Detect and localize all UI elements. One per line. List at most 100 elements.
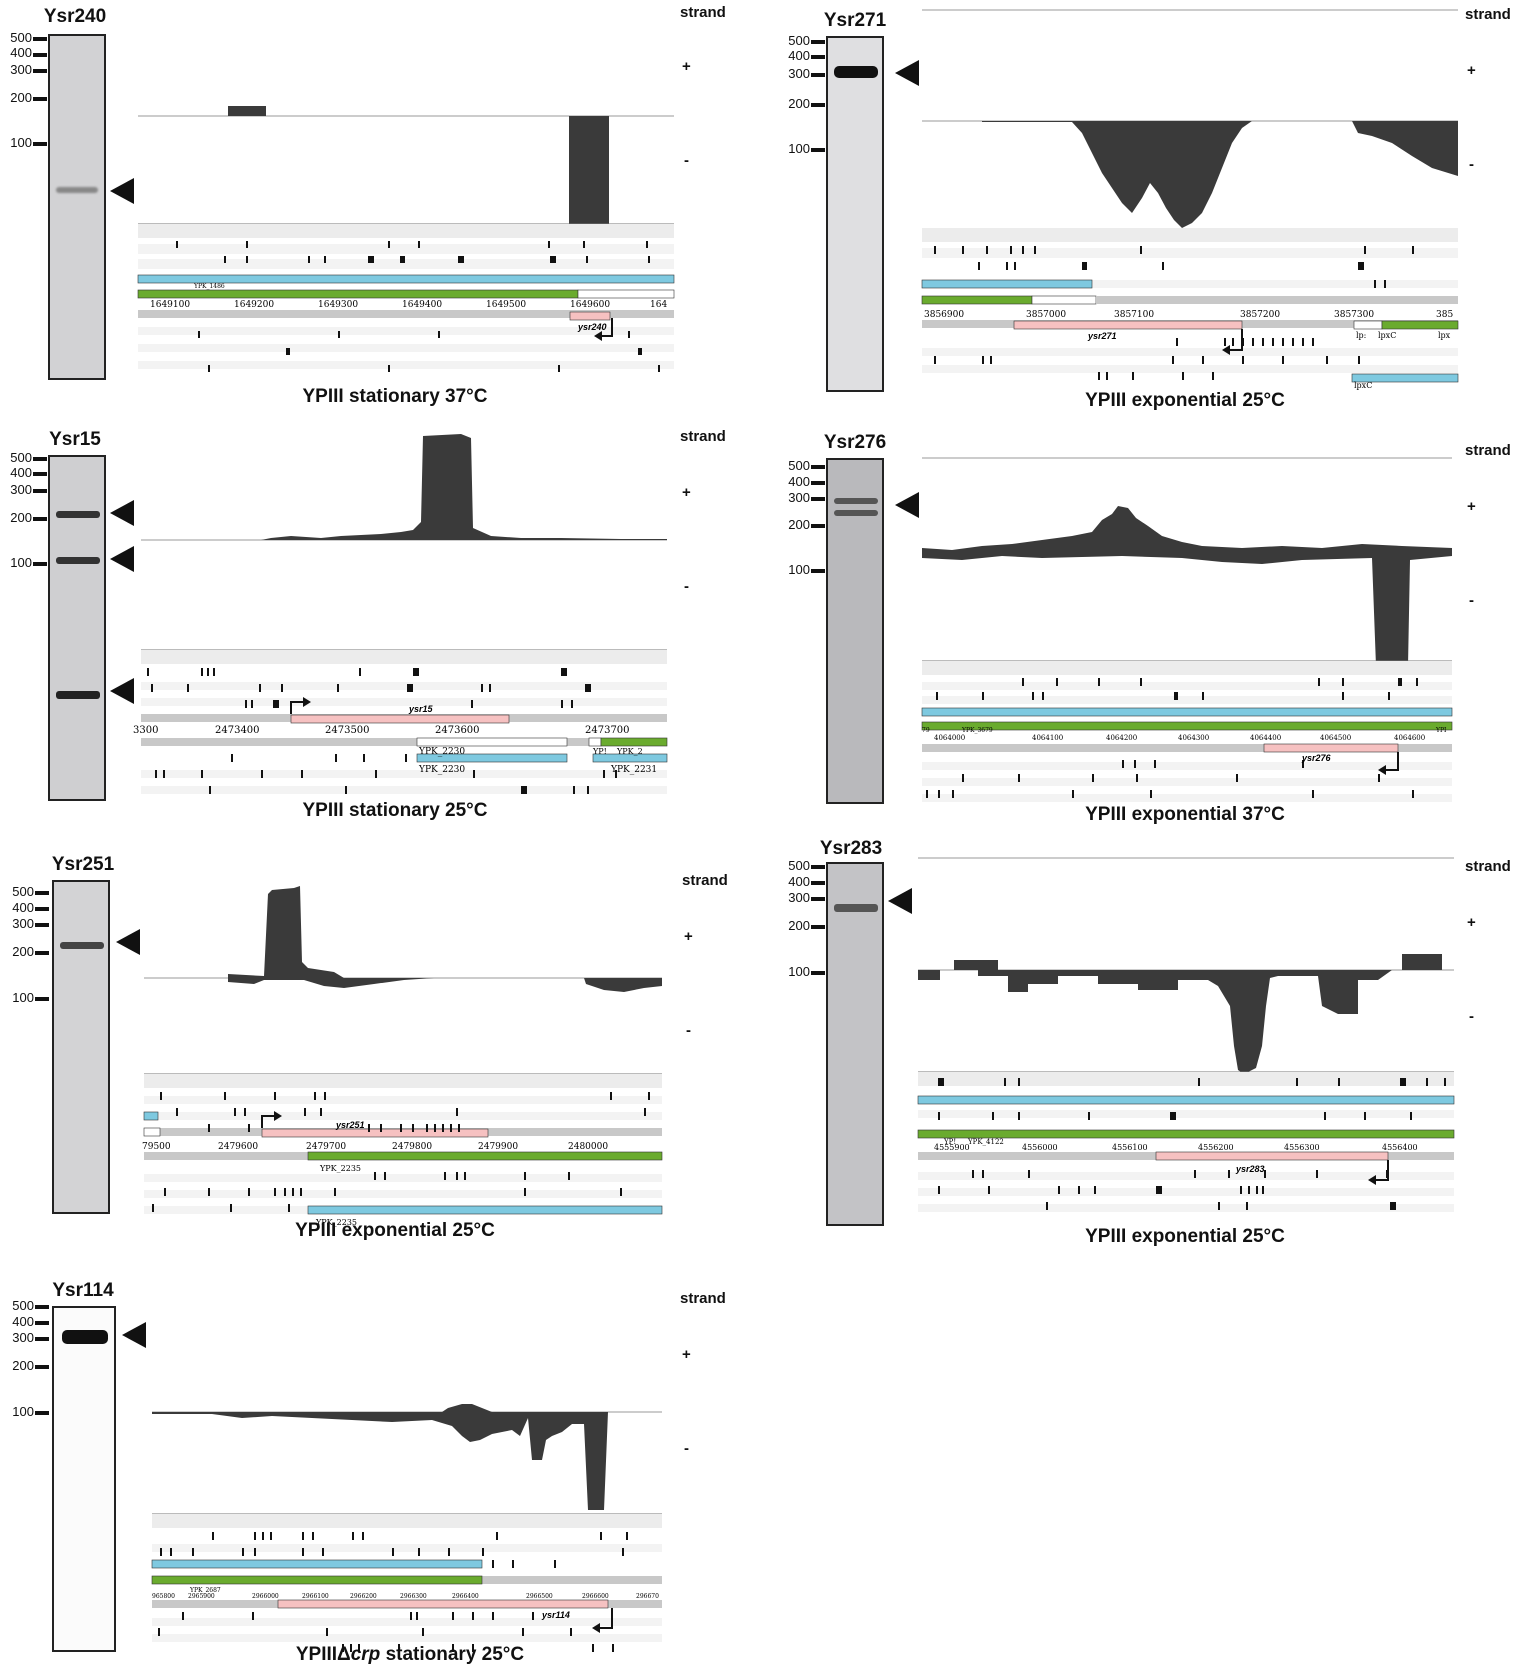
minus-strand-label: - [1469,156,1474,173]
coordinate-tick: 4556200 [1198,1143,1234,1152]
gene-label: lpx [1438,331,1451,340]
coordinate-tick: 385 [1436,310,1453,320]
coordinate-tick: 2966000 [252,1593,279,1600]
marker-label: 100 [10,555,32,570]
band-arrow [895,492,919,518]
marker-label: 400 [788,48,810,63]
marker-label: 300 [788,490,810,505]
green-gene [917,1129,1455,1139]
minus-strand-label: - [684,152,689,169]
marker-label: 300 [10,62,32,77]
srna-ysr240 [569,311,611,321]
plus-strand-label: + [682,58,691,75]
band-arrow [110,546,134,572]
srna-ysr283 [1155,1151,1389,1161]
marker-label: 500 [788,33,810,48]
northern-blot [52,1306,116,1652]
caption: YPIII exponential 37°C [1085,804,1285,825]
blue-gene [151,1559,483,1569]
band-arrow [116,929,140,955]
srna-label: ysr240 [577,322,607,332]
marker-tick [35,1365,49,1369]
band-arrow [122,1322,146,1348]
coverage-and-annotation-tracks: YPK_2687 965800 2965900 2966000 2966100 … [151,1404,662,1652]
coordinate-tick: 2965900 [188,1593,215,1600]
band-arrow [110,500,134,526]
marker-tick [33,457,47,461]
marker-tick [811,465,825,469]
blot-title: Ysr283 [819,838,883,859]
marker-tick [33,53,47,57]
marker-tick [811,569,825,573]
coverage-and-annotation-tracks: 3856900 3857000 3857100 3857200 3857300 … [921,9,1459,390]
marker-label: 500 [788,858,810,873]
blot-band [834,66,878,78]
coordinate-tick: 4064200 [1106,734,1137,742]
coordinate-tick: 3857200 [1240,310,1280,320]
marker-label: 300 [10,482,32,497]
caption: YPIII exponential 25°C [1085,1226,1285,1247]
coverage-plus [141,434,667,540]
blot-title: Ysr114 [52,1280,114,1301]
marker-label: 100 [12,1404,34,1419]
coordinate-tick: 1649200 [234,300,274,310]
marker-tick [33,517,47,521]
minus-strand-label: - [1469,1008,1474,1025]
marker-tick [811,40,825,44]
marker-label: 400 [12,1314,34,1329]
coverage-minus [152,1412,608,1510]
plus-strand-label: + [1467,498,1476,515]
gene-label: YPK_2230 [418,765,465,775]
gene-label: YP! [592,747,607,756]
coordinate-tick: 3857100 [1114,310,1154,320]
coordinate-tick: 1649500 [486,300,526,310]
minus-strand-label: - [684,1440,689,1457]
caption: YPIII stationary 37°C [302,386,488,407]
coordinate-tick: 296670 [636,1593,659,1600]
marker-tick [35,951,49,955]
marker-label: 400 [10,45,32,60]
coverage-minus [922,121,1458,228]
northern-blot [826,458,884,804]
coverage-plus [228,886,344,978]
marker-tick [811,524,825,528]
caption: YPIII exponential 25°C [1085,390,1285,411]
marker-tick [33,69,47,73]
gene-label: YPK_1486 [193,283,225,290]
marker-tick [811,497,825,501]
marker-tick [33,37,47,41]
coordinate-tick: 2480000 [568,1142,608,1152]
marker-tick [33,562,47,566]
coverage-plus [1402,954,1442,970]
caption-suffix: stationary 25°C [380,1644,525,1665]
marker-tick [35,1321,49,1325]
marker-label: 400 [788,874,810,889]
coordinate-tick: 79 [922,727,930,734]
marker-label: 500 [12,1298,34,1313]
blue-gene [917,1095,1455,1105]
marker-tick [811,971,825,975]
srna-ysr114 [277,1599,609,1609]
northern-blot [826,862,884,1226]
marker-tick [811,881,825,885]
strand-label: strand [1465,6,1511,23]
marker-label: 300 [788,890,810,905]
coverage-plus [442,1404,492,1412]
marker-label: 200 [10,90,32,105]
coordinate-tick: 4064300 [1178,734,1209,742]
band-arrow [110,678,134,704]
marker-tick [811,925,825,929]
blot-band [62,1330,108,1344]
coordinate-tick: 4064500 [1320,734,1351,742]
marker-tick [35,923,49,927]
coverage-plus [228,106,266,116]
caption-italic: crp [350,1644,381,1665]
northern-blot [52,880,110,1214]
marker-label: 200 [788,517,810,532]
srna-ysr15 [290,714,510,724]
plus-strand-label: + [1467,914,1476,931]
gene-label: YPK_3679 [961,727,993,734]
marker-label: 200 [788,96,810,111]
marker-label: 500 [12,884,34,899]
srna-label: ysr276 [1301,753,1332,763]
